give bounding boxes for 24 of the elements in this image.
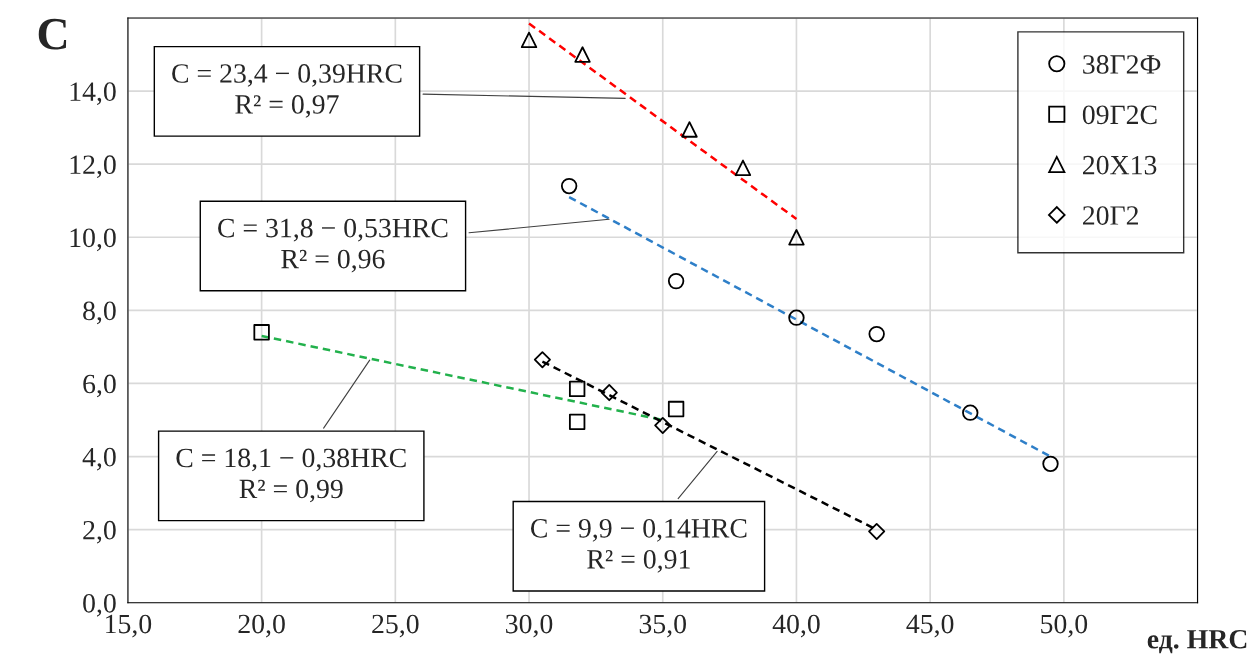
y-tick-label: 2,0 [83,520,116,544]
annotation: C = 18,1 − 0,38HRC R² = 0,99 [176,448,406,503]
x-tick-label: 50,0 [1041,614,1088,638]
y-tick-label: 6,0 [83,374,116,398]
y-tick-label: 12,0 [70,155,116,179]
annotation: C = 31,8 − 0,53HRC R² = 0,96 [218,218,448,273]
y-tick-label: 10,0 [70,228,116,252]
x-tick-label: 30,0 [506,614,553,638]
annotation: C = 23,4 − 0,39HRC R² = 0,97 [172,64,402,118]
legend-label: 20Г2 [1083,206,1138,225]
x-tick-label: 25,0 [372,614,419,638]
x-tick-label: 45,0 [906,614,954,638]
legend-label: 09Г2С [1082,105,1157,125]
y-axis-title: C [38,18,67,50]
x-tick-label: 20,0 [238,614,285,638]
legend-label: 20Х13 [1083,155,1157,175]
y-tick-label: 14,0 [70,82,116,105]
legend-label: 38Г2Ф [1083,55,1161,74]
x-tick-label: 35,0 [639,614,686,638]
annotation: C = 9,9 − 0,14HRC R² = 0,91 [530,518,747,573]
y-tick-label: 4,0 [82,447,116,471]
x-tick-label: 40,0 [772,614,820,638]
x-axis-title: ед. HRC [1147,629,1247,654]
y-tick-label: 8,0 [83,301,116,325]
